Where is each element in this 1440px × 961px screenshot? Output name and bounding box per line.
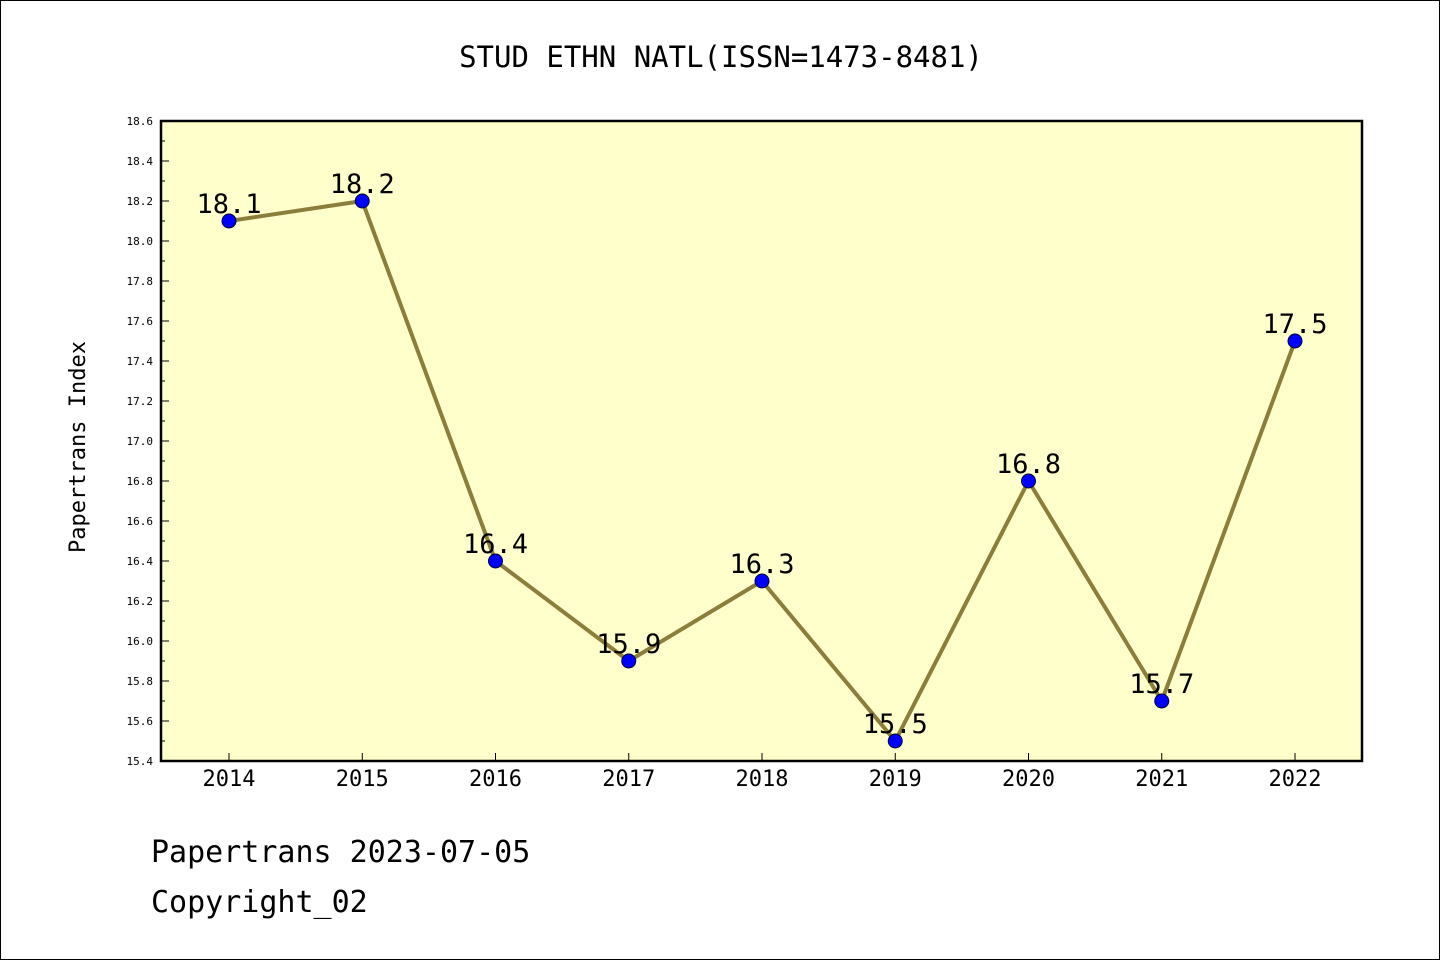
footer-date-text: Papertrans 2023-07-05 [151,835,531,870]
data-label: 15.5 [863,709,928,740]
x-tick-label: 2014 [203,767,256,792]
data-point [1021,473,1036,489]
data-label: 15.7 [1129,669,1194,700]
y-tick-label: 15.4 [127,755,154,768]
y-axis: 15.4 15.6 15.8 16.0 16.2 16.4 16.6 16.8 17.0 17.2… [127,115,169,768]
data-label: 16.8 [996,449,1061,480]
x-tick-label: 2017 [602,767,655,792]
y-tick-label: 16.6 [127,515,154,528]
data-label: 17.5 [1262,309,1327,340]
y-tick-label: 18.2 [127,195,154,208]
y-tick-label: 16.4 [127,555,154,568]
plot-area [161,121,1362,761]
y-tick-label: 18.0 [127,235,154,248]
data-point [1154,693,1170,709]
data-label: 18.2 [330,169,395,200]
data-label: 18.1 [196,189,261,220]
x-tick-label: 2020 [1002,767,1055,792]
data-label: 16.4 [463,529,528,560]
data-point [354,193,370,209]
data-point [488,553,503,569]
x-tick-label: 2022 [1269,767,1322,792]
y-tick-label: 17.0 [127,435,154,448]
chart-title: STUD ETHN NATL(ISSN=1473-8481) [459,40,983,74]
y-tick-label: 16.8 [127,475,154,488]
y-tick-label: 18.4 [127,155,154,168]
data-point [754,573,770,589]
data-point [221,213,237,229]
x-tick-label: 2015 [336,767,389,792]
plot-border [159,119,1364,763]
data-label: 15.9 [596,629,661,660]
x-tick-label: 2016 [469,767,522,792]
y-tick-label: 15.6 [127,715,154,728]
y-tick-label: 18.6 [127,115,154,128]
y-tick-label: 17.2 [127,395,154,408]
x-tick-label: 2018 [736,767,789,792]
footer-copyright-text: Copyright_02 [151,885,368,920]
y-tick-label: 17.8 [127,275,154,288]
data-point [1287,333,1303,349]
x-tick-label: 2019 [869,767,922,792]
y-tick-label: 16.0 [127,635,154,648]
y-tick-label: 15.8 [127,675,154,688]
data-label: 16.3 [729,549,794,580]
data-point [621,653,637,669]
series-line-group: 18.1 18.2 16.4 15.9 16.3 15.5 16.8 15.7 17.5 [196,169,1328,749]
y-axis-label: Papertrans Index [66,341,91,553]
x-tick-label: 2021 [1135,767,1188,792]
data-point [887,733,903,749]
y-tick-label: 17.6 [127,315,154,328]
y-tick-label: 17.4 [127,355,154,368]
y-tick-label: 16.2 [127,595,154,608]
x-axis: 2014 2015 2016 2017 2018 2019 2020 2021 2022 [203,753,1322,792]
